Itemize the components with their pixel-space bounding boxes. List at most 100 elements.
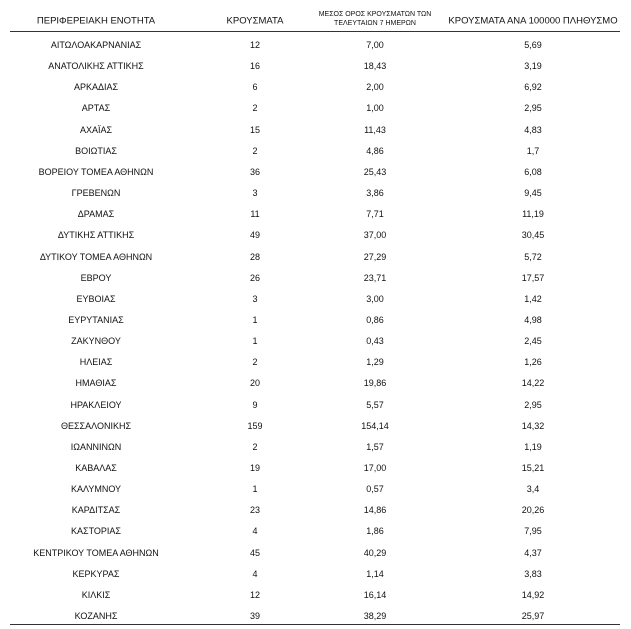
cases-cell: 36	[249, 166, 261, 177]
cases-cell: 12	[249, 40, 261, 50]
region-cell: ΗΜΑΘΙΑΣ	[75, 378, 117, 389]
seven-day-mean-cell: 1,14	[366, 568, 384, 579]
cases-per-100k-cell: 1,19	[524, 441, 542, 452]
cases-cell: 3	[252, 293, 258, 304]
cases-cell: 2	[252, 357, 258, 368]
seven-day-mean-cell: 18,43	[363, 61, 387, 72]
cases-per-100k-cell: 20,26	[521, 505, 545, 516]
cases-per-100k-cell: 2,95	[524, 399, 542, 410]
cases-per-100k-cell: 6,92	[524, 82, 542, 93]
region-cell: ΘΕΣΣΑΛΟΝΙΚΗΣ	[60, 420, 132, 431]
region-cell: ΙΩΑΝΝΙΝΩΝ	[70, 441, 122, 452]
cases-cell: 4	[252, 568, 258, 579]
cases-per-100k-cell: 1,42	[524, 293, 542, 304]
region-cell: ΑΝΑΤΟΛΙΚΗΣ ΑΤΤΙΚΗΣ	[48, 61, 144, 72]
cases-per-100k-cell: 25,97	[521, 611, 545, 622]
seven-day-mean-cell: 17,00	[363, 463, 387, 473]
header-line: ΜΕΣΟΣ ΟΡΟΣ ΚΡΟΥΣΜΑΤΩΝ ΤΩΝ	[318, 11, 432, 18]
region-cell: ΚΙΛΚΙΣ	[81, 589, 111, 600]
cases-per-100k-cell: 5,72	[524, 251, 542, 262]
region-cell: ΗΡΑΚΛΕΙΟΥ	[70, 399, 122, 410]
seven-day-mean-cell: 1,57	[366, 441, 384, 452]
region-cell: ΑΡΤΑΣ	[81, 103, 111, 114]
region-cell: ΚΑΛΥΜΝΟΥ	[70, 484, 122, 495]
seven-day-mean-cell: 5,57	[366, 399, 384, 410]
cases-per-100k-cell: 3,19	[524, 61, 542, 72]
cases-per-100k-cell: 3,4	[526, 484, 540, 495]
cases-per-100k-cell: 2,95	[524, 103, 542, 114]
region-cell: ΚΕΝΤΡΙΚΟΥ ΤΟΜΕΑ ΑΘΗΝΩΝ	[33, 547, 159, 558]
seven-day-mean-cell: 19,86	[363, 378, 387, 389]
region-cell: ΚΟΖΑΝΗΣ	[74, 611, 118, 622]
seven-day-mean-cell: 11,43	[364, 124, 386, 135]
bottom-rule	[10, 624, 620, 625]
cases-per-100k-cell: 14,32	[521, 420, 545, 431]
cases-per-100k-cell: 2,45	[524, 336, 542, 347]
column-header: ΚΡΟΥΣΜΑΤΑ ΑΝΑ 100000 ΠΛΗΘΥΣΜΟ	[448, 15, 618, 27]
cases-cell: 39	[249, 611, 261, 622]
region-cell: ΔΥΤΙΚΟΥ ΤΟΜΕΑ ΑΘΗΝΩΝ	[39, 251, 153, 262]
seven-day-mean-cell: 7,00	[366, 40, 384, 50]
seven-day-mean-cell: 27,29	[363, 251, 387, 262]
cases-per-100k-cell: 15,21	[521, 463, 545, 473]
cases-cell: 11	[250, 209, 260, 220]
region-cell: ΓΡΕΒΕΝΩΝ	[71, 188, 121, 199]
cases-per-100k-cell: 3,83	[524, 568, 542, 579]
region-cell: ΔΥΤΙΚΗΣ ΑΤΤΙΚΗΣ	[57, 230, 135, 241]
region-cell: ΒΟΙΩΤΙΑΣ	[75, 145, 117, 156]
region-cell: ΚΑΒΑΛΑΣ	[75, 463, 117, 473]
cases-per-100k-cell: 4,83	[524, 124, 542, 135]
seven-day-mean-cell: 0,43	[366, 336, 384, 347]
cases-per-100k-cell: 17,57	[521, 272, 545, 283]
cases-cell: 159	[247, 420, 263, 431]
region-cell: ΕΒΡΟΥ	[80, 272, 112, 283]
region-cell: ΑΙΤΩΛΟΑΚΑΡΝΑΝΙΑΣ	[50, 40, 142, 50]
region-cell: ΒΟΡΕΙΟΥ ΤΟΜΕΑ ΑΘΗΝΩΝ	[38, 166, 154, 177]
seven-day-mean-cell: 3,00	[366, 293, 384, 304]
cases-cell: 6	[252, 82, 258, 93]
region-cell: ΕΥΡΥΤΑΝΙΑΣ	[68, 314, 124, 325]
seven-day-mean-cell: 3,86	[366, 188, 384, 199]
seven-day-mean-cell: 7,71	[366, 209, 384, 220]
seven-day-mean-cell: 16,14	[363, 589, 387, 600]
cases-per-100k-cell: 6,08	[524, 166, 542, 177]
cases-per-100k-cell: 4,98	[524, 314, 542, 325]
cases-per-100k-cell: 14,92	[521, 589, 545, 600]
cases-cell: 2	[252, 145, 258, 156]
cases-per-100k-cell: 5,69	[524, 40, 542, 50]
region-cell: ΗΛΕΙΑΣ	[79, 357, 113, 368]
seven-day-mean-cell: 154,14	[361, 420, 389, 431]
cases-cell: 2	[252, 103, 258, 114]
header-rule	[10, 31, 620, 32]
seven-day-mean-cell: 4,86	[366, 145, 384, 156]
cases-cell: 1	[252, 314, 258, 325]
region-cell: ΑΡΚΑΔΙΑΣ	[73, 82, 119, 93]
seven-day-mean-cell: 0,86	[366, 314, 384, 325]
cases-cell: 28	[249, 251, 261, 262]
cases-per-100k-cell: 11,19	[522, 209, 544, 220]
cases-cell: 19	[249, 463, 261, 473]
cases-cell: 26	[249, 272, 261, 283]
cases-cell: 1	[252, 484, 258, 495]
seven-day-mean-cell: 0,57	[366, 484, 384, 495]
cases-cell: 45	[249, 547, 261, 558]
region-cell: ΔΡΑΜΑΣ	[77, 209, 115, 220]
cases-cell: 16	[249, 61, 261, 72]
region-cell: ΚΑΣΤΟΡΙΑΣ	[71, 526, 121, 537]
column-header: ΚΡΟΥΣΜΑΤΑ	[226, 15, 284, 27]
seven-day-mean-cell: 1,29	[366, 357, 384, 368]
column-header: ΠΕΡΙΦΕΡΕΙΑΚΗ ΕΝΟΤΗΤΑ	[36, 15, 156, 27]
seven-day-mean-cell: 14,86	[363, 505, 387, 516]
cases-cell: 23	[249, 505, 261, 516]
cases-cell: 15	[249, 124, 261, 135]
cases-cell: 12	[249, 589, 261, 600]
cases-cell: 9	[252, 399, 258, 410]
cases-cell: 4	[252, 526, 258, 537]
cases-cell: 20	[249, 378, 261, 389]
seven-day-mean-cell: 1,86	[366, 526, 384, 537]
seven-day-mean-cell: 40,29	[363, 547, 387, 558]
region-cell: ΚΕΡΚΥΡΑΣ	[72, 568, 120, 579]
cases-cell: 2	[252, 441, 258, 452]
seven-day-mean-cell: 38,29	[363, 611, 387, 622]
